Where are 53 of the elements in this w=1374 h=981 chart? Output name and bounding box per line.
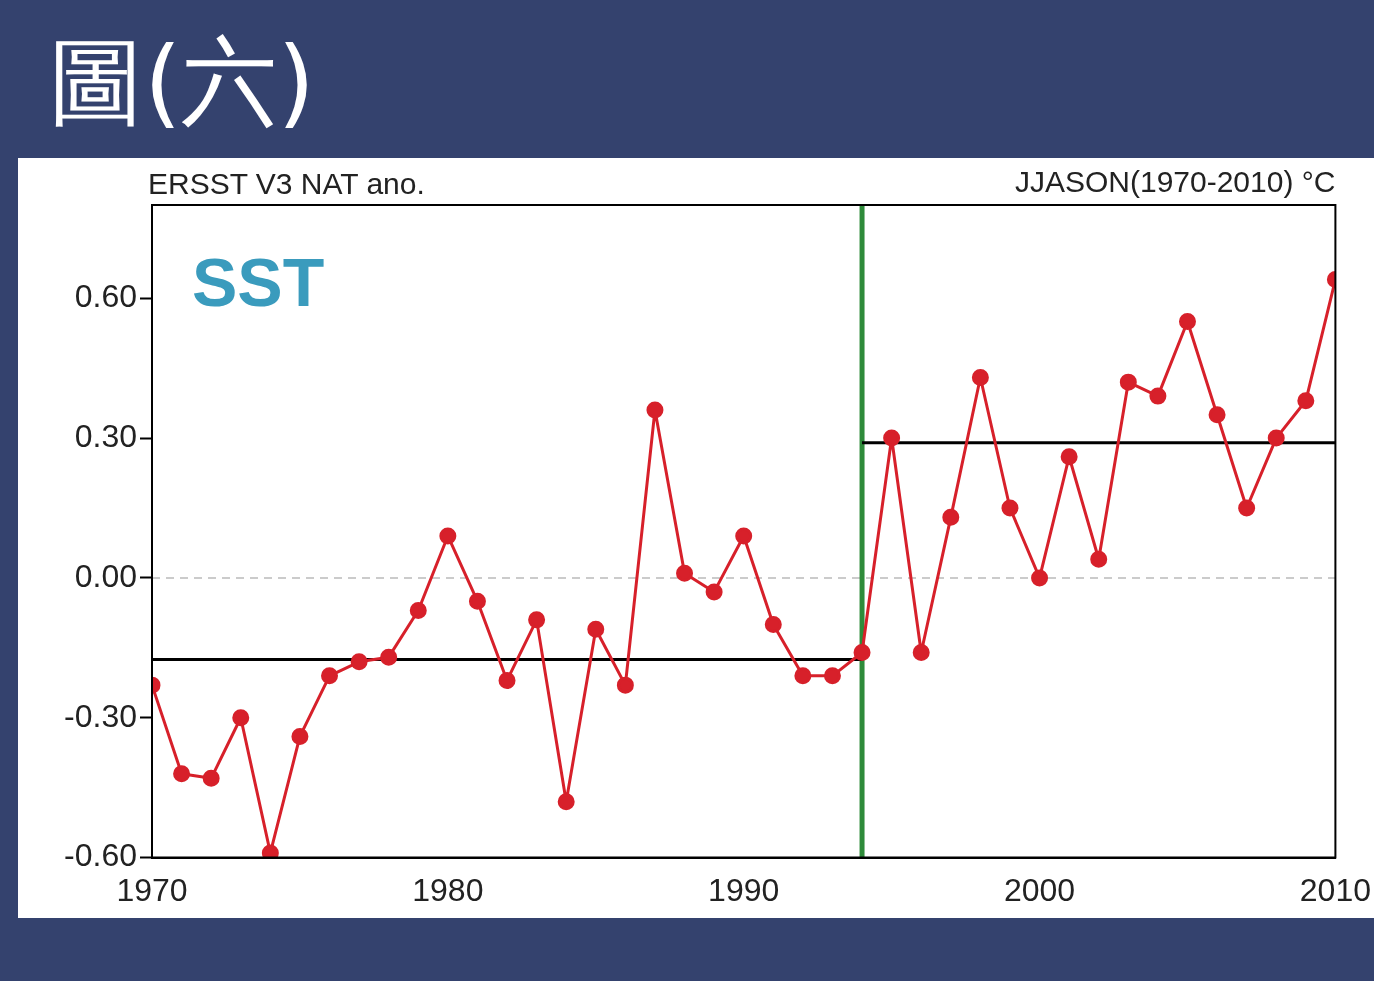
point [1001, 499, 1019, 517]
chart-subtitle: ERSST V3 NAT ano. [148, 167, 425, 201]
y-tick-label: 0.60 [74, 278, 137, 315]
point [1208, 406, 1226, 424]
x-tick-label: 1970 [116, 871, 188, 908]
x-tick-label: 1980 [412, 871, 484, 908]
point [321, 667, 339, 685]
point [232, 709, 250, 727]
y-tick-label: 0.00 [74, 557, 137, 594]
point [823, 667, 841, 685]
point [1267, 429, 1285, 447]
point [587, 620, 605, 638]
point [1060, 448, 1078, 466]
point [380, 648, 398, 666]
point [971, 368, 989, 386]
y-tick-label: -0.30 [64, 697, 137, 734]
point [468, 592, 486, 610]
point [409, 602, 427, 620]
text: JJASON(1970-2010) °C [1014, 165, 1336, 199]
x-tick-label: 2010 [1299, 871, 1371, 908]
point [557, 793, 575, 811]
point [1238, 499, 1256, 517]
point [350, 653, 368, 671]
point [291, 727, 309, 745]
point [883, 429, 901, 447]
point [853, 644, 871, 661]
annotation: SST [192, 243, 325, 320]
point [439, 527, 457, 545]
point [528, 611, 546, 629]
point [1119, 373, 1137, 391]
point [646, 401, 664, 419]
point [616, 676, 634, 694]
point [735, 527, 753, 545]
point [1178, 313, 1196, 331]
point [942, 508, 960, 526]
point [173, 765, 191, 783]
point [261, 844, 279, 858]
x-tick-label: 1990 [708, 871, 780, 908]
point [705, 583, 723, 601]
point [764, 616, 782, 634]
y-tick-label: -0.60 [64, 837, 137, 874]
point [912, 644, 930, 661]
point [676, 564, 694, 582]
y-tick-label: 0.30 [74, 417, 137, 454]
point [1031, 569, 1049, 587]
point [498, 671, 516, 689]
point [1149, 387, 1167, 405]
point [1297, 392, 1315, 410]
point [1090, 550, 1108, 568]
point [794, 667, 812, 685]
chart-title: 圖(六) [48, 25, 315, 140]
point [202, 769, 220, 787]
x-tick-label: 2000 [1003, 871, 1076, 908]
